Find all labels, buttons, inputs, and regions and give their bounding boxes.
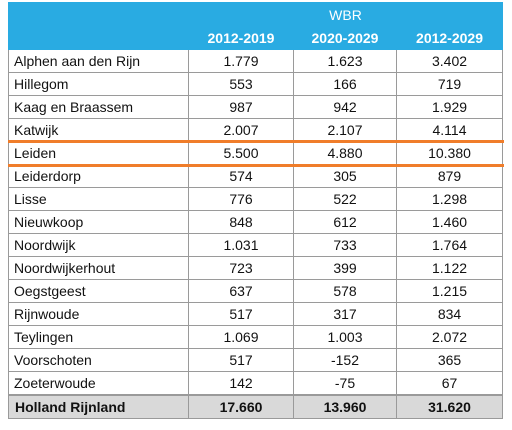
table-row: Noordwijk 1.031 733 1.764 — [8, 233, 504, 257]
value-2012-2029: 1.764 — [395, 233, 504, 257]
municipality-name: Noordwijk — [8, 233, 189, 257]
group-header: WBR — [187, 2, 504, 27]
municipality-name: Alphen aan den Rijn — [8, 49, 189, 73]
period-header-2: 2020-2029 — [293, 26, 397, 50]
value-2012-2029: 719 — [395, 72, 504, 96]
value-2012-2029: 2.072 — [395, 325, 504, 349]
value-2012-2019: 5.500 — [188, 141, 294, 165]
value-2020-2029: 317 — [293, 302, 397, 326]
value-2020-2029: 612 — [293, 210, 397, 234]
value-2020-2029: 522 — [293, 187, 397, 211]
municipality-name: Oegstgeest — [8, 279, 189, 303]
value-2020-2029: -152 — [293, 348, 397, 372]
value-2020-2029: 166 — [293, 72, 397, 96]
municipality-name: Lisse — [8, 187, 189, 211]
value-2012-2029: 1.460 — [395, 210, 504, 234]
table-row: Katwijk 2.007 2.107 4.114 — [8, 118, 504, 142]
table-row: Noordwijkerhout 723 399 1.122 — [8, 256, 504, 280]
value-2020-2029: 2.107 — [293, 118, 397, 142]
municipality-name: Rijnwoude — [8, 302, 189, 326]
table-row: Nieuwkoop 848 612 1.460 — [8, 210, 504, 234]
value-2012-2019: 987 — [188, 95, 294, 119]
municipality-name: Leiden — [8, 141, 189, 165]
value-2020-2029: 399 — [293, 256, 397, 280]
value-2020-2029: 733 — [293, 233, 397, 257]
value-2020-2029: -75 — [293, 371, 397, 396]
municipality-name: Noordwijkerhout — [8, 256, 189, 280]
value-2012-2029: 879 — [395, 164, 504, 188]
municipality-name: Kaag en Braassem — [8, 95, 189, 119]
municipality-name: Voorschoten — [8, 348, 189, 372]
table-row: Kaag en Braassem 987 942 1.929 — [8, 95, 504, 119]
value-2012-2019: 574 — [188, 164, 294, 188]
value-2012-2029: 10.380 — [395, 141, 504, 165]
table-row: Zoeterwoude 142 -75 67 — [8, 371, 504, 396]
header-blank-cell — [8, 2, 189, 27]
municipality-name: Zoeterwoude — [8, 371, 189, 396]
total-2020-2029: 13.960 — [293, 394, 397, 419]
value-2012-2019: 517 — [188, 302, 294, 326]
housing-table: WBR 2012-2019 2020-2029 2012-2029 Alphen… — [8, 2, 504, 419]
value-2012-2019: 553 — [188, 72, 294, 96]
value-2012-2019: 1.031 — [188, 233, 294, 257]
total-name: Holland Rijnland — [8, 394, 189, 419]
value-2020-2029: 305 — [293, 164, 397, 188]
table-row: Voorschoten 517 -152 365 — [8, 348, 504, 372]
header-group-row: WBR — [8, 2, 504, 27]
value-2012-2019: 776 — [188, 187, 294, 211]
period-header-3: 2012-2029 — [395, 26, 504, 50]
table-row: Alphen aan den Rijn 1.779 1.623 3.402 — [8, 49, 504, 73]
value-2020-2029: 942 — [293, 95, 397, 119]
value-2020-2029: 1.623 — [293, 49, 397, 73]
value-2012-2019: 517 — [188, 348, 294, 372]
value-2012-2029: 1.122 — [395, 256, 504, 280]
value-2012-2019: 637 — [188, 279, 294, 303]
period-header-1: 2012-2019 — [188, 26, 294, 50]
value-2012-2019: 848 — [188, 210, 294, 234]
value-2012-2029: 1.298 — [395, 187, 504, 211]
value-2020-2029: 1.003 — [293, 325, 397, 349]
value-2012-2019: 2.007 — [188, 118, 294, 142]
value-2012-2019: 142 — [188, 371, 294, 396]
highlighted-table-row: Leiden 5.500 4.880 10.380 — [8, 141, 504, 165]
value-2020-2029: 4.880 — [293, 141, 397, 165]
municipality-name: Leiderdorp — [8, 164, 189, 188]
table-row: Leiderdorp 574 305 879 — [8, 164, 504, 188]
table-row: Teylingen 1.069 1.003 2.072 — [8, 325, 504, 349]
municipality-name: Katwijk — [8, 118, 189, 142]
value-2012-2029: 3.402 — [395, 49, 504, 73]
table-row: Rijnwoude 517 317 834 — [8, 302, 504, 326]
value-2012-2019: 1.069 — [188, 325, 294, 349]
value-2012-2029: 834 — [395, 302, 504, 326]
value-2012-2029: 365 — [395, 348, 504, 372]
value-2012-2029: 1.215 — [395, 279, 504, 303]
total-2012-2019: 17.660 — [188, 394, 294, 419]
value-2012-2029: 1.929 — [395, 95, 504, 119]
total-row: Holland Rijnland 17.660 13.960 31.620 — [8, 394, 504, 419]
table-row: Hillegom 553 166 719 — [8, 72, 504, 96]
value-2012-2019: 1.779 — [188, 49, 294, 73]
header-name-cell — [8, 26, 189, 50]
municipality-name: Teylingen — [8, 325, 189, 349]
municipality-name: Hillegom — [8, 72, 189, 96]
value-2012-2029: 67 — [395, 371, 504, 396]
value-2012-2029: 4.114 — [395, 118, 504, 142]
total-2012-2029: 31.620 — [395, 394, 504, 419]
table-row: Lisse 776 522 1.298 — [8, 187, 504, 211]
value-2012-2019: 723 — [188, 256, 294, 280]
table-row: Oegstgeest 637 578 1.215 — [8, 279, 504, 303]
value-2020-2029: 578 — [293, 279, 397, 303]
header-period-row: 2012-2019 2020-2029 2012-2029 — [8, 26, 504, 50]
municipality-name: Nieuwkoop — [8, 210, 189, 234]
housing-table-container: WBR 2012-2019 2020-2029 2012-2029 Alphen… — [8, 2, 504, 419]
